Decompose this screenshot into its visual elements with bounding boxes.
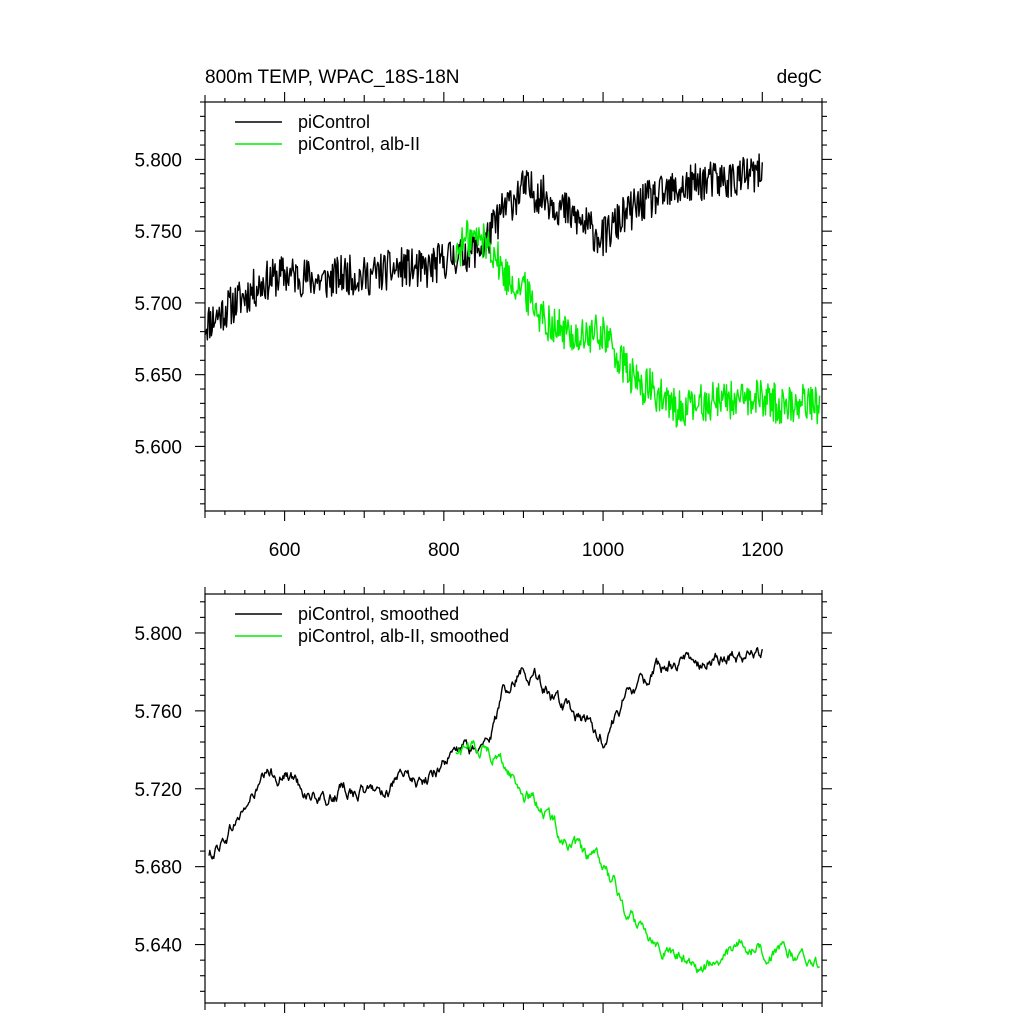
x-tick-label: 1200	[741, 540, 783, 561]
legend-label: piControl, smoothed	[298, 604, 459, 624]
plot-frame	[204, 593, 823, 1004]
legend-label: piControl, alb-II	[298, 134, 420, 154]
top-panel-units: degC	[777, 67, 822, 88]
y-tick-label: 5.720	[134, 780, 182, 801]
legend-label: piControl	[298, 112, 370, 132]
series-line-1	[455, 219, 821, 428]
top-panel-title: 800m TEMP, WPAC_18S-18N	[205, 67, 460, 88]
y-tick-label: 5.750	[134, 222, 182, 243]
series-line-0	[204, 153, 763, 341]
legend-label: piControl, alb-II, smoothed	[298, 626, 509, 646]
y-tick-label: 5.800	[134, 624, 182, 645]
series-line-1	[455, 740, 820, 974]
x-tick-label: 600	[269, 540, 301, 561]
y-tick-label: 5.650	[134, 366, 182, 387]
y-tick-label: 5.600	[134, 437, 182, 458]
y-tick-label: 5.760	[134, 702, 182, 723]
x-tick-label: 1000	[582, 540, 624, 561]
y-tick-label: 5.640	[134, 936, 182, 957]
top-panel: 800m TEMP, WPAC_18S-18N degC 600 800 1000 1…	[134, 67, 832, 561]
y-tick-label: 5.680	[134, 858, 182, 879]
bottom-panel: 5.640 5.680 5.720 5.760 5.800 piControl, smoo…	[134, 584, 832, 1013]
series-line-0	[208, 647, 763, 860]
plot-frame	[204, 101, 823, 512]
y-tick-label: 5.800	[134, 150, 182, 171]
x-tick-label: 800	[428, 540, 460, 561]
y-tick-label: 5.700	[134, 294, 182, 315]
